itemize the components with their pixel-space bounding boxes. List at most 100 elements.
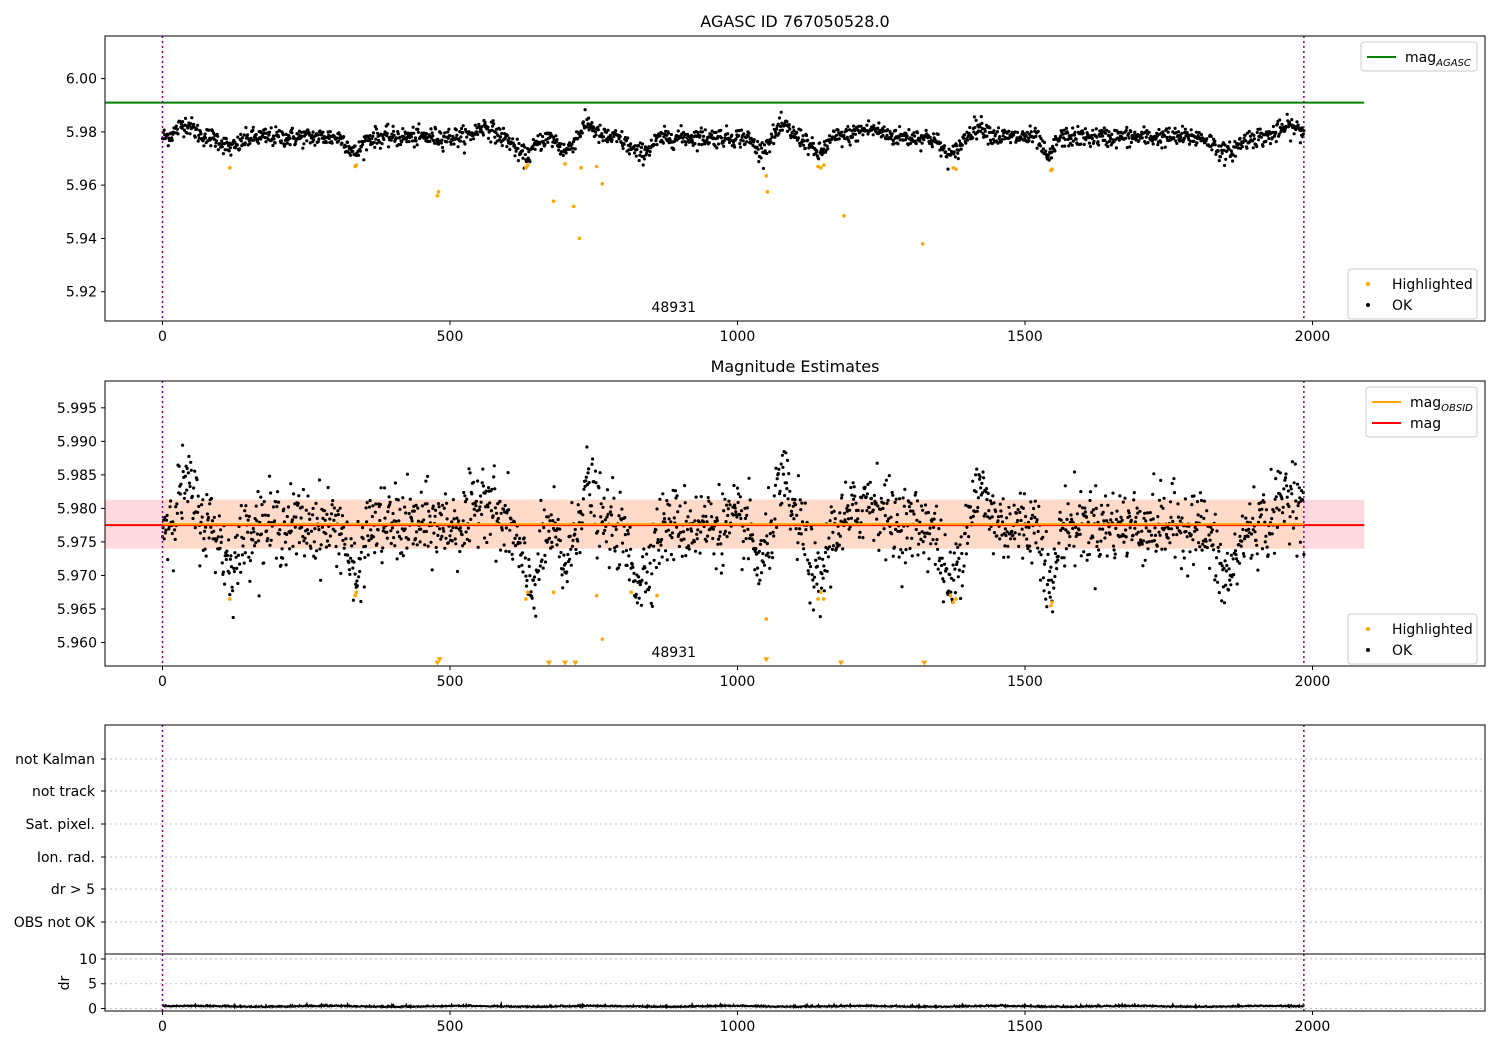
ok-point — [723, 529, 728, 534]
ok-point — [367, 538, 371, 543]
ok-point — [312, 138, 316, 142]
ok-point — [1295, 482, 1300, 486]
ok-point — [747, 476, 751, 480]
clipped-highlighted-point — [434, 660, 441, 666]
ok-point — [440, 138, 444, 142]
ok-point — [648, 561, 652, 565]
ok-point — [1079, 554, 1083, 558]
ok-point — [512, 143, 517, 147]
ok-point — [340, 141, 344, 145]
ok-point — [950, 597, 954, 601]
ok-point — [244, 504, 248, 508]
ok-point — [956, 575, 960, 579]
ok-point — [321, 516, 325, 521]
ok-point — [443, 492, 447, 496]
ok-point — [821, 576, 825, 580]
ok-point — [451, 498, 455, 502]
ok-point — [610, 513, 614, 517]
ok-point — [1070, 517, 1074, 522]
ok-point — [1198, 545, 1202, 549]
ok-point — [1109, 518, 1113, 522]
ok-point — [1151, 517, 1155, 521]
ok-point — [465, 537, 469, 541]
ok-point — [452, 142, 456, 146]
ok-point — [1270, 517, 1274, 521]
ok-point — [1048, 595, 1052, 599]
ok-point — [1172, 136, 1176, 140]
ok-point — [1289, 484, 1293, 488]
ok-point — [248, 579, 252, 584]
ok-point — [1144, 526, 1148, 530]
ok-point — [825, 569, 829, 573]
ok-point — [337, 131, 341, 135]
flag-label: Sat. pixel. — [26, 817, 95, 833]
ok-point — [213, 144, 217, 148]
ok-point — [598, 471, 602, 475]
ok-point — [401, 496, 405, 500]
ok-point — [502, 543, 506, 547]
ok-point — [459, 135, 463, 139]
ok-point — [1217, 144, 1221, 148]
ok-point — [1117, 130, 1121, 135]
ok-point — [915, 518, 919, 522]
ok-point — [1204, 539, 1208, 543]
ok-point — [1237, 543, 1241, 547]
ok-point — [866, 132, 870, 136]
ok-point — [305, 541, 309, 545]
ok-point — [1098, 527, 1102, 531]
ok-point — [1175, 533, 1179, 537]
ok-point — [415, 143, 419, 147]
ok-point — [580, 527, 584, 531]
ok-point — [191, 516, 195, 521]
ok-point — [1289, 139, 1293, 143]
ok-point — [612, 546, 617, 550]
ok-point — [686, 515, 690, 519]
ok-point — [336, 509, 340, 513]
ok-point — [863, 485, 867, 489]
ok-point — [492, 464, 496, 468]
ok-point — [652, 544, 656, 548]
ok-point — [1283, 478, 1287, 482]
ok-point — [865, 492, 870, 496]
ok-point — [343, 542, 347, 546]
ok-point — [491, 124, 495, 128]
ok-point — [1217, 591, 1221, 595]
ok-point — [275, 505, 279, 509]
ok-point — [637, 596, 641, 600]
ok-point — [193, 135, 197, 139]
ok-point — [806, 569, 810, 573]
ok-point — [1189, 533, 1193, 537]
ok-point — [1224, 583, 1228, 587]
ok-point — [215, 139, 219, 143]
ok-point — [1153, 533, 1158, 538]
ok-point — [756, 566, 760, 570]
ok-point — [1156, 515, 1160, 519]
ok-point — [818, 556, 822, 560]
ok-point — [1097, 143, 1101, 147]
ok-point — [714, 567, 718, 571]
ok-point — [832, 129, 836, 134]
p2-legend-bottom-dot-swatch — [1366, 627, 1370, 631]
ok-point — [1241, 527, 1245, 532]
ok-point — [533, 147, 537, 151]
ok-point — [312, 540, 316, 544]
ok-point — [796, 541, 800, 545]
ok-point — [1069, 137, 1073, 141]
ok-point — [331, 499, 335, 503]
ok-point — [216, 134, 220, 138]
p1-xtick-label: 1500 — [1007, 329, 1043, 345]
ok-point — [281, 556, 285, 560]
ok-point — [368, 498, 372, 503]
ok-point — [540, 558, 544, 562]
ok-point — [1065, 517, 1069, 522]
ok-point — [1166, 536, 1170, 540]
ok-point — [225, 549, 229, 553]
ok-point — [962, 564, 966, 568]
ok-point — [1272, 510, 1276, 514]
ok-point — [392, 129, 396, 133]
ok-point — [779, 110, 783, 114]
ok-point — [572, 140, 576, 144]
ok-point — [1101, 134, 1105, 138]
ok-point — [451, 134, 455, 138]
panel1-title: AGASC ID 767050528.0 — [700, 12, 889, 31]
